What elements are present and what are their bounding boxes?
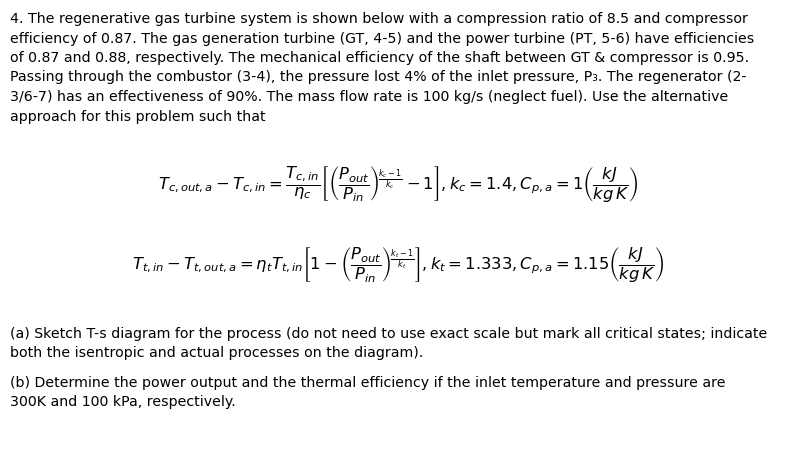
Text: 4. The regenerative gas turbine system is shown below with a compression ratio o: 4. The regenerative gas turbine system i…: [10, 12, 748, 26]
Text: 300K and 100 kPa, respectively.: 300K and 100 kPa, respectively.: [10, 395, 236, 409]
Text: both the isentropic and actual processes on the diagram).: both the isentropic and actual processes…: [10, 346, 423, 360]
Text: approach for this problem such that: approach for this problem such that: [10, 109, 265, 123]
Text: efficiency of 0.87. The gas generation turbine (GT, 4-5) and the power turbine (: efficiency of 0.87. The gas generation t…: [10, 32, 754, 46]
Text: (a) Sketch T-s diagram for the process (do not need to use exact scale but mark : (a) Sketch T-s diagram for the process (…: [10, 326, 768, 340]
Text: $T_{c,out,a} - T_{c,in} = \dfrac{T_{c,in}}{\eta_c}\left[\left(\dfrac{P_{out}}{P_: $T_{c,out,a} - T_{c,in} = \dfrac{T_{c,in…: [159, 165, 638, 205]
Text: 3/6-7) has an effectiveness of 90%. The mass flow rate is 100 kg/s (neglect fuel: 3/6-7) has an effectiveness of 90%. The …: [10, 90, 728, 104]
Text: of 0.87 and 0.88, respectively. The mechanical efficiency of the shaft between G: of 0.87 and 0.88, respectively. The mech…: [10, 51, 749, 65]
Text: $T_{t,in} - T_{t,out,a} = \eta_t T_{t,in}\left[1 - \left(\dfrac{P_{out}}{P_{in}}: $T_{t,in} - T_{t,out,a} = \eta_t T_{t,in…: [132, 245, 665, 284]
Text: (b) Determine the power output and the thermal efficiency if the inlet temperatu: (b) Determine the power output and the t…: [10, 375, 725, 389]
Text: Passing through the combustor (3-4), the pressure lost 4% of the inlet pressure,: Passing through the combustor (3-4), the…: [10, 70, 747, 84]
